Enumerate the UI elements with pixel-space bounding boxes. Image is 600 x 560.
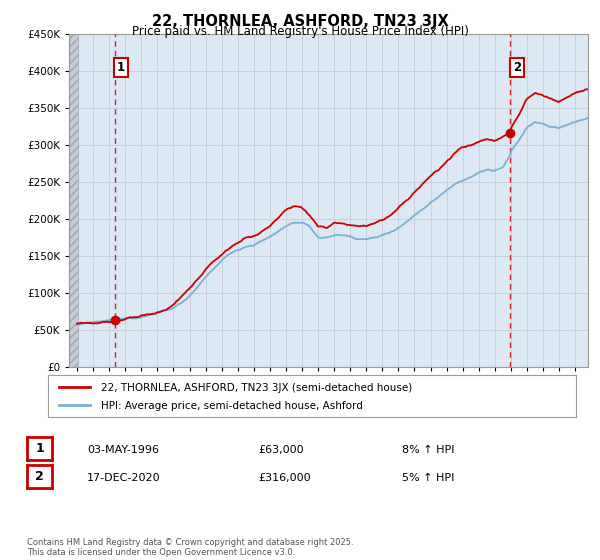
Text: 22, THORNLEA, ASHFORD, TN23 3JX: 22, THORNLEA, ASHFORD, TN23 3JX xyxy=(152,14,448,29)
Text: 17-DEC-2020: 17-DEC-2020 xyxy=(87,473,161,483)
Text: 5% ↑ HPI: 5% ↑ HPI xyxy=(402,473,454,483)
Text: £316,000: £316,000 xyxy=(258,473,311,483)
Text: 1: 1 xyxy=(117,60,125,73)
Text: 2: 2 xyxy=(512,60,521,73)
Text: HPI: Average price, semi-detached house, Ashford: HPI: Average price, semi-detached house,… xyxy=(101,402,362,411)
Text: £63,000: £63,000 xyxy=(258,445,304,455)
Text: 03-MAY-1996: 03-MAY-1996 xyxy=(87,445,159,455)
Bar xyxy=(69,34,78,367)
Text: Price paid vs. HM Land Registry's House Price Index (HPI): Price paid vs. HM Land Registry's House … xyxy=(131,25,469,38)
Text: 8% ↑ HPI: 8% ↑ HPI xyxy=(402,445,455,455)
Text: 22, THORNLEA, ASHFORD, TN23 3JX (semi-detached house): 22, THORNLEA, ASHFORD, TN23 3JX (semi-de… xyxy=(101,383,412,393)
Text: Contains HM Land Registry data © Crown copyright and database right 2025.
This d: Contains HM Land Registry data © Crown c… xyxy=(27,538,353,557)
Text: 1: 1 xyxy=(35,442,44,455)
Text: 2: 2 xyxy=(35,470,44,483)
